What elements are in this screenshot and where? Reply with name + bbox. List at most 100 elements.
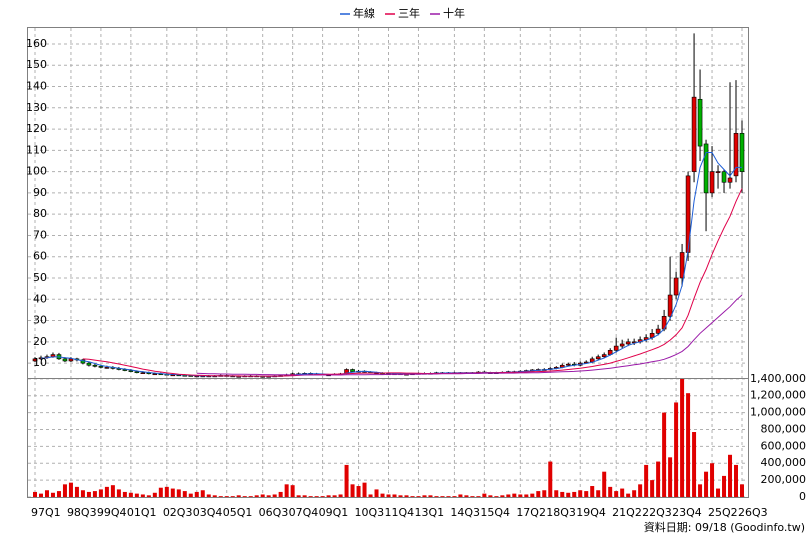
y-tick-label: 150 <box>26 58 47 71</box>
candle-body <box>667 294 673 317</box>
volume-bar <box>590 486 595 497</box>
y2-tick-label: 800,000 <box>761 422 807 435</box>
volume-bar <box>638 484 643 497</box>
volume-bar <box>698 484 703 497</box>
y-tick-label: 90 <box>33 186 47 199</box>
volume-bar <box>266 495 271 497</box>
footnote-bg <box>634 519 808 537</box>
volume-bar <box>33 491 37 497</box>
volume-bar <box>362 482 367 497</box>
x-tick-label: 19Q4 <box>576 506 606 519</box>
x-tick-label: 13Q1 <box>414 506 444 519</box>
y2-tick-label: 600,000 <box>761 439 807 452</box>
x-tick-label: 26Q3 <box>738 506 768 519</box>
volume-bar <box>428 495 433 497</box>
candle-body <box>32 358 38 362</box>
volume-bar <box>320 496 325 497</box>
x-tick-label: 02Q3 <box>163 506 193 519</box>
volume-bar <box>524 494 529 497</box>
volume-bar <box>194 491 199 497</box>
candle-body <box>709 171 715 194</box>
volume-bar <box>632 490 637 497</box>
y2-tick-label: 0 <box>799 490 806 503</box>
volume-bar <box>686 393 691 497</box>
volume-bar <box>518 494 523 497</box>
volume-bar <box>200 490 205 497</box>
y2-tick-label: 200,000 <box>761 473 807 486</box>
volume-bar <box>116 489 121 497</box>
volume-bar <box>548 461 553 497</box>
x-tick-label: 25Q2 <box>708 506 738 519</box>
candle-body <box>128 370 134 372</box>
y-tick-label: 60 <box>33 250 47 263</box>
volume-bar <box>44 490 49 497</box>
footnote: 資料日期: 09/18 (Goodinfo.tw) <box>644 520 805 534</box>
volume-bar <box>452 496 457 497</box>
volume-bar <box>482 493 487 497</box>
x-tick-label: 17Q2 <box>516 506 546 519</box>
x-tick-label: 99Q4 <box>97 506 127 519</box>
volume-bar <box>566 492 571 497</box>
volume-bar <box>182 491 187 497</box>
volume-bar <box>332 495 337 497</box>
volume-bar <box>302 495 307 497</box>
y-tick-label: 140 <box>26 80 47 93</box>
x-tick-label: 18Q3 <box>546 506 576 519</box>
x-tick-label: 09Q1 <box>319 506 349 519</box>
volume-bar <box>218 496 223 497</box>
volume-bar <box>224 496 229 497</box>
volume-bar <box>380 493 385 497</box>
volume-bar <box>530 493 535 497</box>
candle-body <box>613 345 619 351</box>
y-tick-label: 120 <box>26 122 47 135</box>
volume-bar <box>212 495 217 497</box>
x-tick-label: 06Q3 <box>259 506 289 519</box>
volume-bar <box>536 491 541 497</box>
volume-bar <box>290 485 295 497</box>
volume-bar <box>80 490 85 497</box>
volume-bar <box>236 495 241 497</box>
volume-bar <box>176 489 181 497</box>
legend-label: 年線 <box>353 6 375 20</box>
volume-bar <box>722 475 727 497</box>
y-tick-label: 130 <box>26 101 47 114</box>
y2-tick-label: 400,000 <box>761 456 807 469</box>
volume-bar <box>92 491 97 497</box>
volume-bar <box>416 496 421 497</box>
volume-bar <box>206 494 211 497</box>
volume-bar <box>158 487 163 497</box>
volume-bar <box>488 495 493 497</box>
volume-bar <box>704 471 709 497</box>
volume-bar <box>68 482 73 497</box>
volume-bar <box>668 457 673 497</box>
volume-bar <box>458 494 463 497</box>
legend-label: 十年 <box>443 6 465 20</box>
x-tick-label: 15Q4 <box>480 506 510 519</box>
y2-tick-label: 1,200,000 <box>750 389 806 402</box>
volume-bar <box>560 491 565 497</box>
y-tick-label: 10 <box>33 356 47 369</box>
x-tick-label: 05Q1 <box>223 506 253 519</box>
volume-bar <box>644 464 649 497</box>
volume-bar <box>620 488 625 497</box>
volume-bar <box>512 493 517 497</box>
volume-bar <box>368 494 373 497</box>
candle-body <box>595 356 601 360</box>
volume-bar <box>680 378 685 497</box>
y2-tick-label: 1,000,000 <box>750 406 806 419</box>
volume-bar <box>596 490 601 497</box>
volume-bar <box>434 496 439 497</box>
volume-bar <box>398 495 403 497</box>
volume-bar <box>86 491 91 497</box>
volume-bar <box>740 484 744 497</box>
volume-bar <box>56 491 61 497</box>
legend-label: 三年 <box>398 6 420 20</box>
x-tick-label: 97Q1 <box>31 506 61 519</box>
volume-bar <box>464 495 469 497</box>
y-tick-label: 100 <box>26 165 47 178</box>
candle-body <box>691 96 697 172</box>
volume-bar <box>230 496 235 497</box>
ma-line <box>196 294 743 376</box>
